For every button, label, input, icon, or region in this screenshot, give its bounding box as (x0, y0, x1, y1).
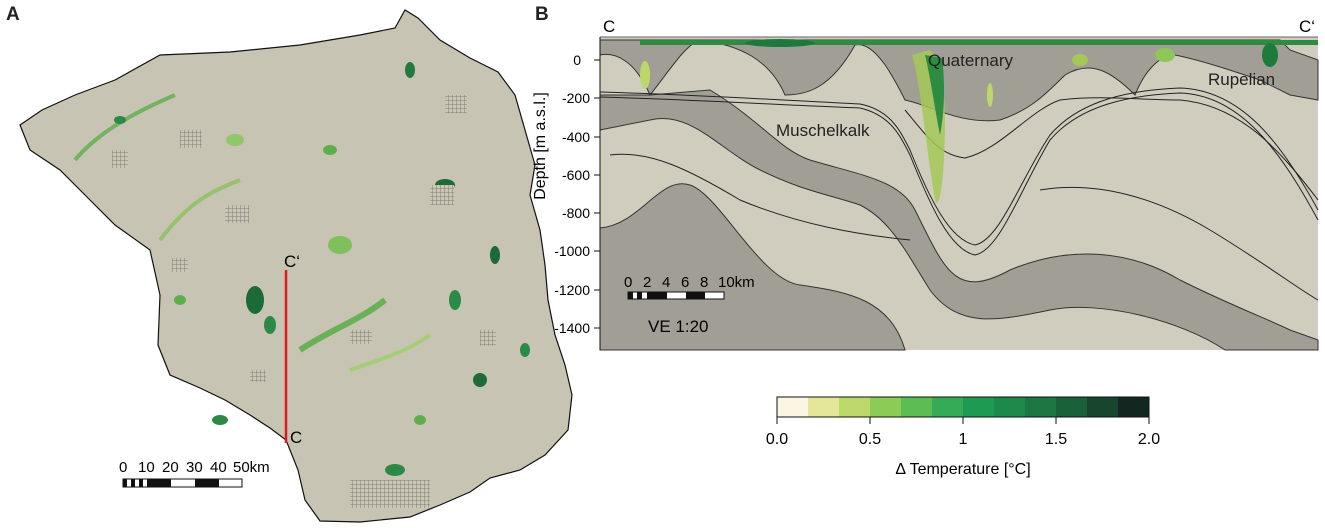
colorbar-cells (777, 397, 1150, 417)
ytick-label: -1000 (554, 243, 590, 259)
section-right-label: C‘ (1299, 17, 1315, 36)
colorbar-cell (1087, 397, 1119, 417)
colorbar-tick: 1.5 (1045, 431, 1067, 448)
layer-boundaries (599, 36, 1319, 301)
colorbar-cell (932, 397, 964, 417)
map-panel: C‘ C 0 10 20 30 40 50km (19, 9, 573, 523)
section-scale-tick-4: 8 (700, 274, 708, 291)
colorbar: 0.0 0.5 1 1.5 2.0 Δ Temperature [°C] (766, 396, 1160, 478)
colorbar-cell (994, 397, 1026, 417)
y-axis-label: Depth [m a.s.l.] (532, 92, 549, 200)
section-anomalies (640, 39, 1318, 203)
section-scale-tick-2: 4 (662, 274, 670, 291)
colorbar-tick: 0.5 (859, 431, 881, 448)
colorbar-cell (901, 397, 933, 417)
ytick-label: -1200 (554, 282, 590, 298)
colorbar-cell (1118, 397, 1150, 417)
colorbar-tick: 1 (959, 431, 968, 448)
colorbar-tick: 0.0 (766, 431, 788, 448)
map-scale-tick-5: 50km (233, 459, 270, 476)
unit-label-quaternary: Quaternary (928, 51, 1014, 70)
unit-label-rupelian: Rupelian (1208, 70, 1275, 89)
colorbar-cell (808, 397, 840, 417)
colorbar-cell (777, 397, 809, 417)
muschelkalk-layer (599, 89, 1319, 351)
colorbar-title: Δ Temperature [°C] (895, 461, 1030, 478)
map-scale-tick-2: 20 (162, 459, 179, 476)
ytick-label: -800 (562, 205, 590, 221)
colorbar-cell (870, 397, 902, 417)
cross-section-panel: 0 -200 -400 -600 -800 -1000 -1200 -1400 … (532, 17, 1319, 351)
colorbar-cell (1056, 397, 1088, 417)
section-start-label: C (290, 428, 302, 447)
map-scale-tick-1: 10 (138, 459, 155, 476)
ytick-label: -200 (562, 90, 590, 106)
y-ticks (594, 59, 600, 329)
state-outline (19, 9, 573, 523)
colorbar-tick: 2.0 (1138, 431, 1160, 448)
panel-b-label: B (535, 4, 549, 25)
ytick-label: -400 (562, 129, 590, 145)
panel-a-label: A (6, 4, 20, 25)
map-scale-tick-3: 30 (186, 459, 203, 476)
ytick-label: -1400 (554, 320, 590, 336)
colorbar-cell (1025, 397, 1057, 417)
map-scale-tick-4: 40 (210, 459, 227, 476)
unit-label-muschelkalk: Muschelkalk (776, 121, 870, 140)
map-scale-tick-0: 0 (119, 459, 127, 476)
colorbar-cell (839, 397, 871, 417)
urban-areas (112, 95, 496, 508)
colorbar-cell (963, 397, 995, 417)
section-scale-tick-1: 2 (643, 274, 651, 291)
section-end-label: C‘ (284, 252, 300, 271)
section-scale-tick-0: 0 (624, 274, 632, 291)
map-scale-bar: 0 10 20 30 40 50km (119, 459, 270, 488)
section-scale-bar: 0 2 4 6 8 10km (624, 274, 755, 300)
section-scale-tick-3: 6 (681, 274, 689, 291)
section-scale-tick-5: 10km (718, 274, 755, 291)
ytick-label: -600 (562, 167, 590, 183)
deep-dark-layer (599, 183, 906, 351)
vertical-exaggeration: VE 1:20 (648, 317, 709, 336)
section-left-label: C (603, 17, 615, 36)
ytick-label: 0 (573, 52, 581, 68)
